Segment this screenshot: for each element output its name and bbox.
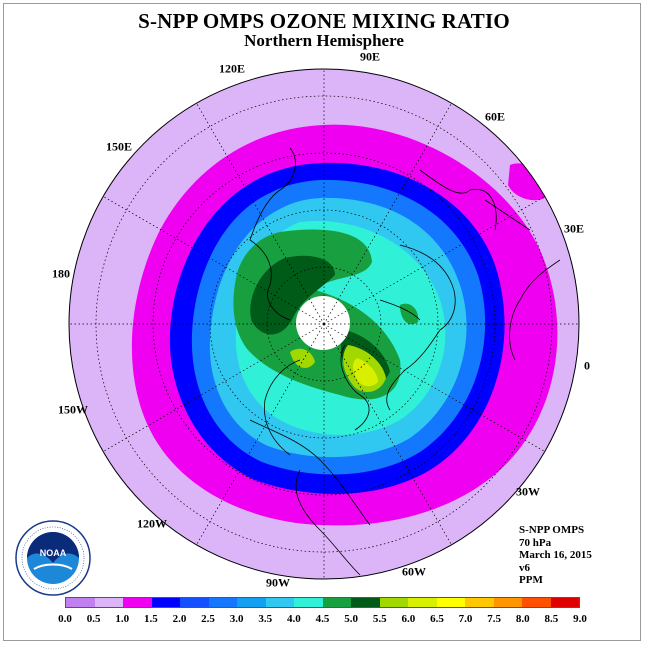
legend-swatch	[66, 598, 95, 607]
legend-tick-label: 7.0	[458, 613, 473, 625]
legend-swatch	[294, 598, 323, 607]
contour-yellow-green-2	[290, 348, 315, 368]
contour-green-patch	[400, 303, 419, 325]
info-level: 70 hPa	[519, 536, 552, 549]
ozone-contours	[69, 69, 579, 579]
legend-tick-label: 5.0	[344, 613, 358, 625]
legend-swatch	[237, 598, 266, 607]
legend-tick-label: 4.0	[287, 613, 301, 625]
info-instrument: S-NPP OMPS	[519, 524, 585, 536]
legend-tick-label: 0.0	[58, 613, 72, 625]
legend-tick-label: 4.5	[315, 613, 330, 625]
lon-label-150w: 150W	[58, 402, 88, 417]
legend-tick-label: 6.5	[430, 613, 444, 625]
lon-label-180: 180	[52, 266, 70, 281]
legend-tick-label: 2.5	[201, 613, 215, 625]
legend-tick-label: 9.0	[573, 613, 587, 625]
coastlines	[249, 147, 561, 576]
lon-label-120w: 120W	[137, 516, 167, 531]
legend-swatch	[522, 598, 551, 607]
lon-label-150e: 150E	[105, 139, 133, 154]
lon-label-0: 0	[584, 358, 590, 373]
legend-swatch	[351, 598, 380, 607]
map-subtitle: Northern Hemisphere	[244, 31, 404, 50]
legend-swatch	[208, 598, 237, 607]
legend-tick-label: 5.5	[372, 613, 387, 625]
legend-swatch	[94, 598, 123, 607]
legend-tick-label: 7.5	[487, 613, 502, 625]
lon-label-60w: 60W	[402, 564, 426, 579]
legend-swatch	[151, 598, 180, 607]
legend-tick-label: 3.5	[258, 613, 273, 625]
legend-swatch	[465, 598, 494, 607]
legend-swatch	[436, 598, 465, 607]
info-units: PPM	[519, 574, 543, 586]
lon-label-30e: 30E	[563, 221, 585, 236]
legend-tick-label: 0.5	[86, 613, 101, 625]
legend-swatch	[265, 598, 294, 607]
noaa-logo-text: NOAA	[40, 548, 67, 558]
info-block: S-NPP OMPS 70 hPa March 16, 2015 v6 PPM	[519, 524, 592, 587]
noaa-logo: NOAA	[15, 520, 91, 596]
contour-magenta-patch	[508, 163, 548, 201]
map-title: S-NPP OMPS OZONE MIXING RATIO	[138, 9, 510, 33]
legend-swatch	[322, 598, 351, 607]
map-border	[68, 68, 580, 580]
lon-label-60e: 60E	[484, 109, 506, 124]
graticule	[69, 69, 579, 579]
legend-swatch	[180, 598, 209, 607]
legend-swatch	[493, 598, 522, 607]
legend-tick-label: 1.0	[115, 613, 130, 625]
lon-label-30w: 30W	[516, 484, 540, 499]
legend-swatch	[123, 598, 152, 607]
legend-tick-label: 8.0	[515, 613, 530, 625]
legend-tick-label: 1.5	[143, 613, 158, 625]
contour-yellow	[352, 358, 378, 387]
legend-bar	[65, 597, 580, 608]
figure-frame	[3, 3, 641, 641]
info-version: v6	[519, 561, 530, 574]
legend-tick-label: 2.0	[172, 613, 187, 625]
legend-tick-label: 8.5	[544, 613, 559, 625]
legend-tick-label: 3.0	[229, 613, 244, 625]
legend-swatch	[550, 598, 579, 607]
lon-label-90w: 90W	[266, 575, 290, 590]
info-date: March 16, 2015	[519, 549, 592, 561]
lon-label-120e: 120E	[218, 61, 246, 76]
legend-swatch	[408, 598, 437, 607]
lon-label-90e: 90E	[359, 49, 381, 64]
legend-swatch	[379, 598, 408, 607]
legend-tick-label: 6.0	[401, 613, 416, 625]
polar-no-data	[296, 296, 350, 350]
color-legend: 0.0 0.5 1.0 1.5 2.0 2.5 3.0 3.5 4.0 4.5 5.0 5.5 6.0 6…	[58, 597, 587, 625]
